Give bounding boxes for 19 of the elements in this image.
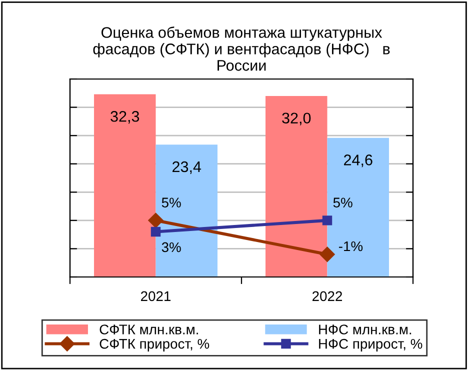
bar: [94, 94, 156, 277]
x-tick-label: 2022: [312, 291, 342, 302]
data-label: 5%: [162, 198, 181, 208]
legend-label: НФС млн.кв.м.: [319, 324, 412, 334]
data-label: 24,6: [344, 154, 372, 168]
data-label: 23,4: [172, 161, 202, 174]
data-label: 32,3: [110, 110, 140, 124]
bar: [266, 96, 328, 277]
data-label: 32,0: [282, 112, 311, 126]
legend-label: СФТК прирост, %: [100, 338, 210, 352]
legend-label: НФС прирост, %: [319, 338, 422, 352]
bar: [156, 144, 218, 277]
chart-title: Оценка объемов монтажа штукатурных фасадов (СФТК) и вентфасадов (НФС) в России: [93, 26, 390, 71]
data-label: -1%: [338, 241, 363, 252]
x-tick-label: 2021: [141, 291, 171, 302]
legend-label: СФТК млн.кв.м.: [100, 324, 198, 334]
bar: [327, 138, 389, 277]
data-label: 5%: [333, 198, 352, 208]
data-label: 3%: [162, 242, 181, 252]
